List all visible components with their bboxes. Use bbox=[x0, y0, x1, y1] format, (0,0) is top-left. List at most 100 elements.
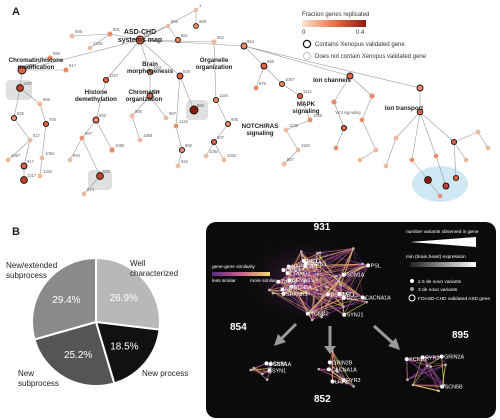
gene-node[interactable] bbox=[316, 273, 319, 276]
system-node[interactable] bbox=[5, 157, 11, 163]
gene-node[interactable] bbox=[334, 274, 338, 278]
gene-node[interactable] bbox=[290, 286, 293, 290]
system-node[interactable] bbox=[42, 120, 50, 128]
gene-node[interactable] bbox=[361, 262, 365, 266]
system-node[interactable] bbox=[210, 138, 218, 146]
system-node[interactable] bbox=[20, 162, 28, 170]
system-node[interactable] bbox=[81, 191, 87, 197]
gene-node[interactable] bbox=[326, 367, 331, 372]
system-node[interactable] bbox=[437, 193, 443, 199]
system-node[interactable] bbox=[260, 62, 268, 70]
system-node[interactable] bbox=[163, 115, 169, 121]
system-node[interactable] bbox=[357, 157, 363, 163]
system-node[interactable] bbox=[416, 84, 424, 92]
gene-node[interactable] bbox=[352, 385, 355, 388]
gene-node[interactable] bbox=[406, 378, 409, 381]
gene-node[interactable] bbox=[298, 268, 301, 272]
gene-node[interactable] bbox=[280, 287, 285, 292]
gene-node[interactable] bbox=[249, 368, 253, 372]
gene-node[interactable] bbox=[444, 363, 447, 367]
gene-node[interactable] bbox=[269, 370, 272, 374]
gene-node[interactable] bbox=[420, 355, 425, 360]
gene-node[interactable] bbox=[316, 251, 319, 255]
gene-node[interactable] bbox=[271, 291, 275, 295]
gene-node[interactable] bbox=[317, 367, 321, 371]
gene-node[interactable] bbox=[269, 367, 272, 370]
gene-node[interactable] bbox=[337, 279, 341, 282]
system-node[interactable] bbox=[175, 37, 181, 43]
system-node[interactable] bbox=[225, 121, 231, 127]
gene-node[interactable] bbox=[303, 261, 308, 266]
gene-node[interactable] bbox=[425, 364, 429, 368]
gene-node[interactable] bbox=[252, 366, 256, 370]
system-node[interactable] bbox=[92, 116, 100, 124]
system-node[interactable] bbox=[175, 163, 181, 169]
system-node[interactable] bbox=[39, 155, 45, 161]
gene-node[interactable] bbox=[276, 279, 281, 284]
system-node[interactable] bbox=[450, 138, 458, 146]
system-node[interactable] bbox=[475, 129, 481, 135]
gene-node[interactable] bbox=[281, 268, 286, 273]
gene-node[interactable] bbox=[318, 251, 322, 254]
system-node[interactable] bbox=[409, 157, 415, 163]
gene-node[interactable] bbox=[265, 378, 269, 381]
gene-node[interactable] bbox=[439, 354, 444, 359]
system-node[interactable] bbox=[221, 157, 227, 163]
system-node[interactable] bbox=[295, 147, 301, 153]
gene-node[interactable] bbox=[341, 272, 346, 277]
gene-node[interactable] bbox=[303, 280, 306, 284]
system-node[interactable] bbox=[433, 153, 439, 159]
gene-node[interactable] bbox=[337, 291, 342, 296]
system-node[interactable] bbox=[67, 157, 73, 163]
gene-node[interactable] bbox=[442, 383, 446, 387]
gene-node[interactable] bbox=[437, 389, 440, 393]
gene-node[interactable] bbox=[339, 283, 343, 287]
gene-node[interactable] bbox=[292, 284, 296, 287]
gene-node[interactable] bbox=[304, 290, 308, 294]
system-node[interactable] bbox=[283, 127, 289, 133]
system-node[interactable] bbox=[102, 76, 110, 84]
gene-node[interactable] bbox=[321, 294, 325, 298]
gene-node[interactable] bbox=[315, 288, 319, 292]
system-node[interactable] bbox=[37, 101, 43, 107]
gene-node[interactable] bbox=[264, 361, 269, 366]
system-node[interactable] bbox=[47, 55, 53, 61]
system-node[interactable] bbox=[146, 92, 154, 100]
system-node[interactable] bbox=[135, 35, 145, 45]
system-node[interactable] bbox=[424, 176, 432, 184]
gene-node[interactable] bbox=[411, 383, 415, 387]
gene-node[interactable] bbox=[341, 378, 346, 383]
gene-node[interactable] bbox=[342, 305, 345, 308]
gene-node[interactable] bbox=[299, 250, 303, 253]
system-node[interactable] bbox=[193, 7, 199, 13]
system-node[interactable] bbox=[463, 157, 469, 163]
gene-node[interactable] bbox=[429, 365, 432, 368]
system-node[interactable] bbox=[10, 114, 18, 122]
system-node[interactable] bbox=[189, 105, 199, 115]
system-node[interactable] bbox=[17, 65, 27, 75]
system-node[interactable] bbox=[79, 135, 85, 141]
system-node[interactable] bbox=[452, 174, 460, 182]
system-node[interactable] bbox=[20, 176, 28, 184]
system-node[interactable] bbox=[393, 135, 399, 141]
gene-node[interactable] bbox=[287, 278, 292, 283]
gene-node[interactable] bbox=[285, 271, 290, 276]
system-node[interactable] bbox=[96, 172, 104, 180]
system-node[interactable] bbox=[137, 137, 143, 143]
system-node[interactable] bbox=[176, 72, 184, 80]
system-node[interactable] bbox=[146, 68, 154, 76]
gene-node[interactable] bbox=[352, 247, 355, 250]
gene-node[interactable] bbox=[360, 295, 365, 300]
system-node[interactable] bbox=[346, 72, 354, 80]
system-node[interactable] bbox=[279, 81, 285, 87]
system-node[interactable] bbox=[373, 147, 379, 153]
gene-node[interactable] bbox=[315, 278, 318, 281]
gene-node[interactable] bbox=[325, 292, 330, 297]
gene-node[interactable] bbox=[307, 292, 311, 295]
gene-node[interactable] bbox=[311, 279, 315, 283]
system-node[interactable] bbox=[37, 173, 43, 179]
system-node[interactable] bbox=[109, 147, 115, 153]
gene-node[interactable] bbox=[363, 297, 367, 300]
system-node[interactable] bbox=[253, 85, 259, 91]
system-node[interactable] bbox=[442, 182, 450, 190]
